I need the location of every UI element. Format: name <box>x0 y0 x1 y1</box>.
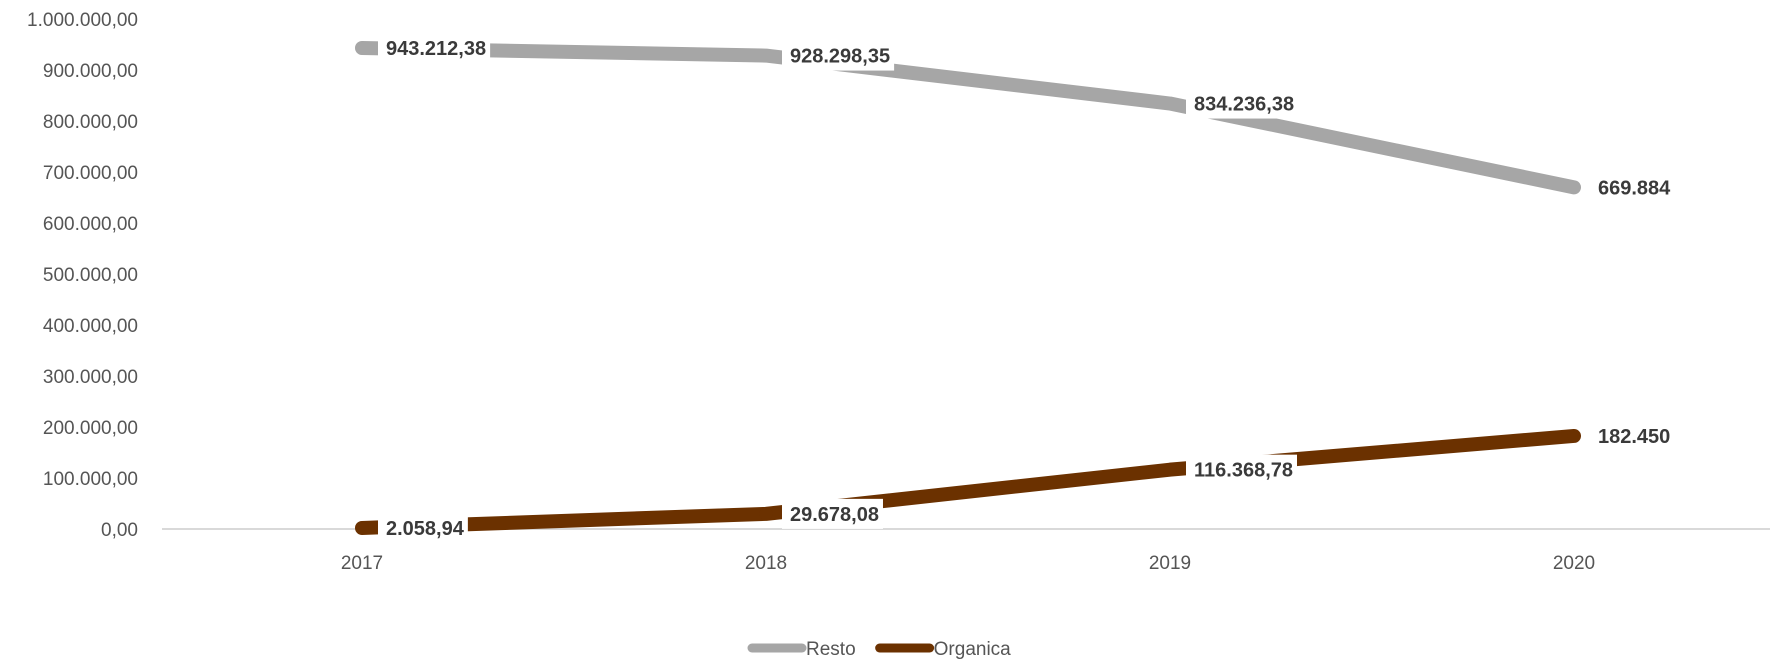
y-tick-label: 800.000,00 <box>43 112 138 133</box>
data-label-bg <box>782 498 883 529</box>
legend-label: Organica <box>934 639 1012 660</box>
data-label: 669.884 <box>1590 172 1675 203</box>
legend-item: Organica <box>875 639 1012 660</box>
data-point <box>1163 97 1177 111</box>
y-tick-label: 200.000,00 <box>43 418 138 439</box>
y-axis: 0,00 100.000,00 200.000,00 300.000,00 400.00… <box>27 10 138 541</box>
data-label-text: 928.298,35 <box>790 46 890 68</box>
x-tick-label: 2017 <box>341 553 383 574</box>
data-point <box>1163 463 1177 477</box>
data-point <box>1567 429 1581 443</box>
series-line-organica <box>355 428 1581 535</box>
legend: Resto Organica <box>747 639 1012 660</box>
legend-label: Resto <box>806 639 856 660</box>
data-labels: 943.212,38 928.298,35 834.236,38 669.884 2.0… <box>378 32 1675 543</box>
data-label: 943.212,38 <box>378 32 491 63</box>
data-point <box>759 49 773 63</box>
data-point <box>1567 180 1581 194</box>
series-line-resto <box>355 40 1581 195</box>
y-tick-label: 300.000,00 <box>43 367 138 388</box>
y-tick-label: 100.000,00 <box>43 469 138 490</box>
data-label-text: 182.450 <box>1598 426 1670 448</box>
data-label-text: 834.236,38 <box>1194 94 1294 116</box>
data-label-text: 943.212,38 <box>386 38 486 60</box>
data-point <box>355 521 369 535</box>
data-label: 116.368,78 <box>1186 454 1297 485</box>
y-tick-label: 400.000,00 <box>43 316 138 337</box>
y-tick-label: 1.000.000,00 <box>27 10 138 31</box>
data-label: 928.298,35 <box>782 40 895 71</box>
data-label-text: 116.368,78 <box>1194 460 1293 482</box>
data-label-bg <box>1186 454 1297 485</box>
legend-item: Resto <box>747 639 856 660</box>
y-tick-label: 600.000,00 <box>43 214 138 235</box>
data-label-text: 669.884 <box>1598 177 1671 199</box>
data-label-bg <box>782 40 895 71</box>
data-label-bg <box>378 512 468 543</box>
data-point <box>355 41 369 55</box>
data-label-bg <box>1186 88 1299 119</box>
series-layer <box>355 40 1581 535</box>
data-label: 2.058,94 <box>378 512 468 543</box>
x-tick-label: 2018 <box>745 553 787 574</box>
y-tick-label: 900.000,00 <box>43 61 138 82</box>
data-label: 834.236,38 <box>1186 88 1299 119</box>
y-tick-label: 700.000,00 <box>43 163 138 184</box>
x-axis: 2017 2018 2019 2020 <box>341 553 1595 574</box>
data-label-bg <box>1590 420 1675 451</box>
data-label-text: 29.678,08 <box>790 504 879 526</box>
x-tick-label: 2019 <box>1149 553 1191 574</box>
data-label-text: 2.058,94 <box>386 518 465 540</box>
y-tick-label: 500.000,00 <box>43 265 138 286</box>
data-label: 182.450 <box>1590 420 1675 451</box>
data-label: 29.678,08 <box>782 498 883 529</box>
data-point <box>759 507 773 521</box>
data-label-bg <box>378 32 491 63</box>
y-tick-label: 0,00 <box>101 520 138 541</box>
x-tick-label: 2020 <box>1553 553 1595 574</box>
data-label-bg <box>1590 172 1675 203</box>
